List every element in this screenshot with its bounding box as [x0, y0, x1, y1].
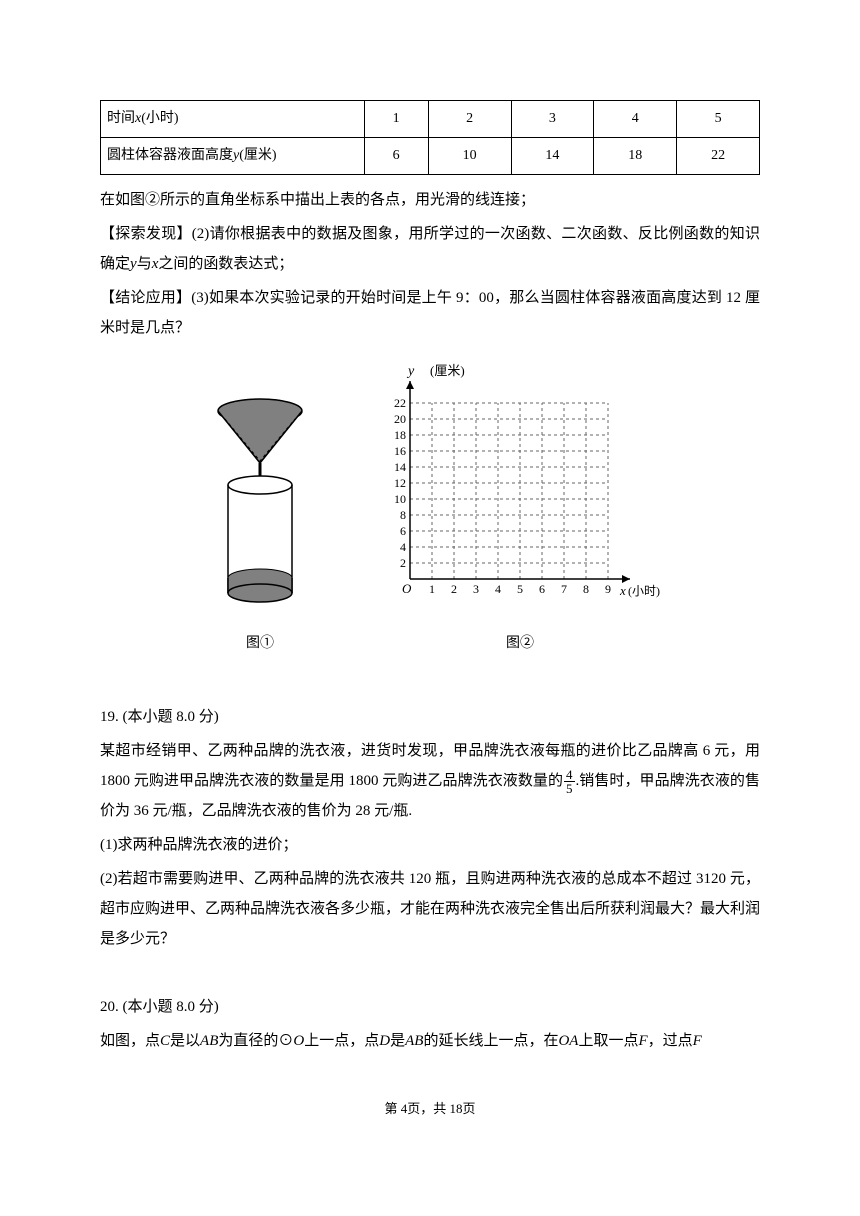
- paragraph-1: 在如图②所示的直角坐标系中描出上表的各点，用光滑的线连接；: [100, 185, 760, 215]
- svg-text:8: 8: [583, 582, 589, 596]
- q19-paragraph-1: 某超市经销甲、乙两种品牌的洗衣液，进货时发现，甲品牌洗衣液每瓶的进价比乙品牌高 …: [100, 736, 760, 826]
- r1c4: 4: [594, 101, 677, 138]
- q19-sub1: (1)求两种品牌洗衣液的进价；: [100, 830, 760, 860]
- svg-text:2: 2: [400, 556, 406, 570]
- r2c5: 22: [677, 138, 760, 175]
- funnel-cylinder-diagram: [200, 393, 320, 613]
- coordinate-grid: y (厘米): [380, 363, 660, 613]
- r2c1: 6: [364, 138, 428, 175]
- r2c2: 10: [428, 138, 511, 175]
- r2c3: 14: [511, 138, 594, 175]
- origin-label: O: [402, 581, 412, 596]
- svg-text:6: 6: [539, 582, 545, 596]
- svg-text:20: 20: [394, 412, 406, 426]
- svg-text:12: 12: [394, 476, 406, 490]
- svg-text:4: 4: [400, 540, 406, 554]
- y-axis-label: y: [406, 364, 415, 379]
- figures-row: 图① y (厘米): [100, 363, 760, 658]
- svg-text:4: 4: [495, 582, 501, 596]
- figure-2: y (厘米): [380, 363, 660, 658]
- svg-text:18: 18: [394, 428, 406, 442]
- paragraph-3: 【结论应用】(3)如果本次实验记录的开始时间是上午 9：00，那么当圆柱体容器液…: [100, 283, 760, 343]
- svg-text:22: 22: [394, 396, 406, 410]
- r1c2: 2: [428, 101, 511, 138]
- r1c3: 3: [511, 101, 594, 138]
- svg-text:6: 6: [400, 524, 406, 538]
- r2c4: 18: [594, 138, 677, 175]
- page-footer: 第 4页，共 18页: [100, 1096, 760, 1122]
- svg-text:1: 1: [429, 582, 435, 596]
- paragraph-2: 【探索发现】(2)请你根据表中的数据及图象，用所学过的一次函数、二次函数、反比例…: [100, 219, 760, 279]
- figure-1: 图①: [200, 393, 320, 658]
- x-axis-label: x: [619, 583, 626, 598]
- svg-text:2: 2: [451, 582, 457, 596]
- svg-text:8: 8: [400, 508, 406, 522]
- figure-2-caption: 图②: [380, 630, 660, 658]
- svg-text:3: 3: [473, 582, 479, 596]
- svg-text:10: 10: [394, 492, 406, 506]
- q20-paragraph-1: 如图，点C是以AB为直径的⊙O上一点，点D是AB的延长线上一点，在OA上取一点F…: [100, 1026, 760, 1056]
- r1c1: 1: [364, 101, 428, 138]
- x-axis-unit: (小时): [628, 584, 660, 598]
- row2-label: 圆柱体容器液面高度y(厘米): [101, 138, 365, 175]
- row1-label: 时间x(小时): [101, 101, 365, 138]
- data-table: 时间x(小时) 1 2 3 4 5 圆柱体容器液面高度y(厘米) 6 10 14…: [100, 100, 760, 175]
- svg-text:5: 5: [517, 582, 523, 596]
- q19-heading: 19. (本小题 8.0 分): [100, 702, 760, 732]
- y-axis-unit: (厘米): [430, 363, 465, 378]
- svg-text:7: 7: [561, 582, 567, 596]
- q20-heading: 20. (本小题 8.0 分): [100, 992, 760, 1022]
- fraction-4-5: 45: [564, 768, 575, 795]
- r1c5: 5: [677, 101, 760, 138]
- figure-1-caption: 图①: [200, 630, 320, 658]
- svg-text:14: 14: [394, 460, 406, 474]
- svg-text:9: 9: [605, 582, 611, 596]
- q19-sub2: (2)若超市需要购进甲、乙两种品牌的洗衣液共 120 瓶，且购进两种洗衣液的总成…: [100, 864, 760, 954]
- svg-text:16: 16: [394, 444, 406, 458]
